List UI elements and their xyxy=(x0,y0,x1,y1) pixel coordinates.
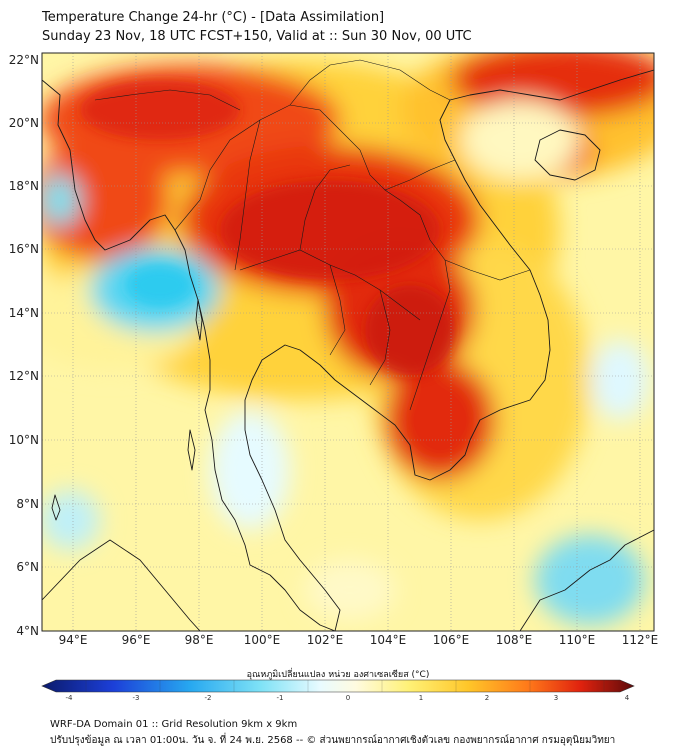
temperature-map: 22°N 20°N 18°N 16°N 14°N 12°N 10°N 8°N 6… xyxy=(9,52,659,700)
colorbar-tick: 4 xyxy=(625,694,630,700)
colorbar-tick: 3 xyxy=(554,694,558,700)
coastlines xyxy=(42,69,654,631)
colorbar-tick: 1 xyxy=(419,694,423,700)
colorbar-tick: -4 xyxy=(66,694,74,700)
lat-label: 20°N xyxy=(9,116,39,130)
lat-label: 6°N xyxy=(16,560,39,574)
lon-label: 94°E xyxy=(59,633,88,647)
lon-label: 100°E xyxy=(244,633,281,647)
lat-label: 12°N xyxy=(9,369,39,383)
lon-label: 106°E xyxy=(433,633,470,647)
lat-label: 8°N xyxy=(16,497,39,511)
footer-update-info: ปรับปรุงข้อมูล ณ เวลา 01:00น. วัน จ. ที่… xyxy=(50,735,616,746)
colorbar-tick: -2 xyxy=(205,694,212,700)
temperature-field xyxy=(42,53,654,631)
lat-label: 14°N xyxy=(9,306,39,320)
lon-label: 104°E xyxy=(370,633,407,647)
colorbar-ramp xyxy=(41,679,635,693)
lon-axis: 94°E 96°E 98°E 100°E 102°E 104°E 106°E 1… xyxy=(59,633,659,647)
lon-label: 102°E xyxy=(307,633,344,647)
lat-label: 16°N xyxy=(9,242,39,256)
lat-label: 4°N xyxy=(16,624,39,638)
borders xyxy=(94,59,531,411)
colorbar: -4 -3 -2 -1 0 1 2 3 4 xyxy=(41,679,635,700)
colorbar-label: อุณหภูมิเปลี่ยนแปลง หน่วย องศาเซลเซียส (… xyxy=(246,670,430,680)
map-title: Temperature Change 24-hr (°C) - [Data As… xyxy=(42,10,385,25)
footer-model-info: WRF-DA Domain 01 :: Grid Resolution 9km … xyxy=(50,719,298,730)
colorbar-tick: 2 xyxy=(485,694,489,700)
map-subtitle: Sunday 23 Nov, 18 UTC FCST+150, Valid at… xyxy=(42,29,472,44)
colorbar-tick: -1 xyxy=(277,694,284,700)
lon-label: 110°E xyxy=(559,633,596,647)
colorbar-tick: -3 xyxy=(133,694,140,700)
colorbar-tick: 0 xyxy=(346,694,350,700)
lat-axis: 22°N 20°N 18°N 16°N 14°N 12°N 10°N 8°N 6… xyxy=(9,53,39,638)
lon-label: 98°E xyxy=(185,633,214,647)
lon-label: 96°E xyxy=(122,633,151,647)
lat-label: 22°N xyxy=(9,53,39,67)
graticule xyxy=(42,53,654,631)
lon-label: 112°E xyxy=(622,633,659,647)
lat-label: 10°N xyxy=(9,433,39,447)
lon-label: 108°E xyxy=(496,633,533,647)
lat-label: 18°N xyxy=(9,179,39,193)
plot-frame xyxy=(41,52,655,632)
